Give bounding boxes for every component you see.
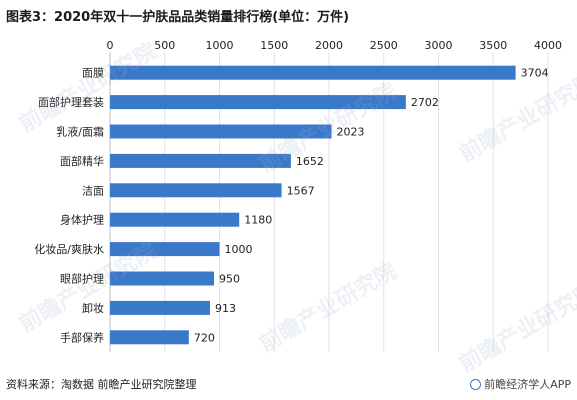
bar — [110, 330, 189, 345]
x-tick-label: 500 — [154, 39, 175, 52]
value-label: 1652 — [296, 155, 324, 168]
bar — [110, 271, 215, 286]
value-label: 3704 — [521, 67, 549, 80]
value-label: 1567 — [287, 184, 315, 197]
value-label: 913 — [215, 302, 236, 315]
chart-title: 图表3：2020年双十一护肤品品类销量排行榜(单位：万件) — [6, 10, 350, 25]
brand-mark: 前瞻经济学人APP — [470, 376, 571, 392]
category-label: 乳液/面霜 — [56, 125, 104, 139]
bar — [110, 65, 516, 80]
category-label: 化妆品/爽肤水 — [34, 242, 104, 256]
category-label: 卸妆 — [82, 301, 104, 315]
category-label: 面膜 — [82, 67, 104, 80]
x-tick-label: 3000 — [425, 39, 453, 52]
bar — [110, 183, 282, 198]
value-label: 2702 — [411, 96, 439, 109]
x-tick-label: 0 — [107, 39, 114, 52]
brand-logo-icon — [470, 378, 482, 390]
bar — [110, 242, 220, 257]
bar — [110, 124, 332, 139]
category-label: 手部保养 — [60, 330, 104, 344]
category-label: 面部护理套装 — [38, 95, 104, 109]
category-label: 面部精华 — [60, 154, 104, 168]
source-note: 资料来源：淘数据 前瞻产业研究院整理 — [6, 378, 197, 391]
category-label: 身体护理 — [60, 213, 104, 227]
x-tick-label: 1000 — [206, 39, 234, 52]
bar — [110, 95, 406, 110]
bar — [110, 300, 210, 315]
value-label: 1000 — [225, 243, 253, 256]
value-label: 950 — [219, 273, 240, 286]
x-tick-label: 4000 — [534, 39, 562, 52]
x-tick-label: 1500 — [260, 39, 288, 52]
value-label: 1180 — [244, 214, 272, 227]
category-label: 洁面 — [82, 184, 104, 197]
bar — [110, 153, 291, 168]
x-tick-label: 2500 — [370, 39, 398, 52]
x-tick-label: 2000 — [315, 39, 343, 52]
value-label: 720 — [194, 331, 215, 344]
bar — [110, 212, 240, 227]
x-tick-label: 3500 — [479, 39, 507, 52]
value-label: 2023 — [337, 126, 365, 139]
brand-label: 前瞻经济学人APP — [484, 378, 571, 391]
category-label: 眼部护理 — [60, 272, 104, 286]
